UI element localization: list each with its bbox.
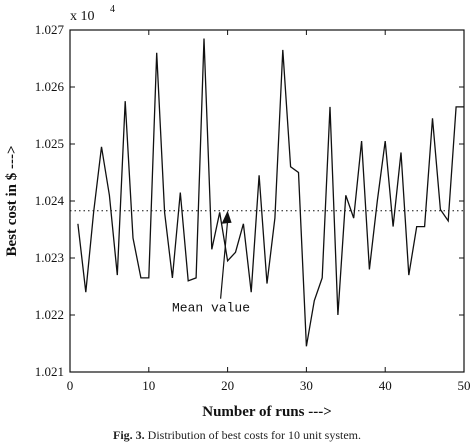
y-exponent-power: 4 (110, 4, 115, 15)
caption-text: Distribution of best costs for 10 unit s… (147, 428, 361, 442)
x-tick-label: 50 (458, 378, 471, 393)
y-exponent-label: x 10 4 (70, 4, 115, 24)
y-tick-label: 1.026 (35, 79, 65, 94)
y-tick-label: 1.025 (35, 136, 64, 151)
x-axis-label: Number of runs ---> (202, 404, 332, 420)
mean-annotation: Mean value (172, 210, 250, 316)
y-tick-label: 1.022 (35, 307, 64, 322)
x-tick-label: 30 (300, 378, 313, 393)
annotation-text: Mean value (172, 301, 250, 316)
y-tick-label: 1.021 (35, 364, 64, 379)
annotation-arrow-head (221, 210, 232, 224)
series-line (77, 38, 464, 347)
axis-ticks: 0 10 20 30 40 50 1.021 1.022 1.023 1.024 1.025 1.02… (35, 22, 471, 393)
y-tick-label: 1.024 (35, 193, 65, 208)
y-exponent-base: x 10 (70, 9, 95, 24)
y-tick-label: 1.027 (35, 22, 65, 37)
caption-label: Fig. 3. (113, 428, 145, 442)
x-tick-label: 10 (142, 378, 155, 393)
x-tick-label: 20 (221, 378, 234, 393)
plot-frame (69, 29, 465, 373)
figure-caption: Fig. 3. Distribution of best costs for 1… (0, 428, 474, 443)
y-axis-label: Best cost in $ ---> (4, 145, 20, 256)
x-tick-label: 0 (67, 378, 74, 393)
x-tick-label: 40 (379, 378, 392, 393)
annotation-arrow-shaft (220, 220, 229, 299)
y-tick-label: 1.023 (35, 250, 64, 265)
